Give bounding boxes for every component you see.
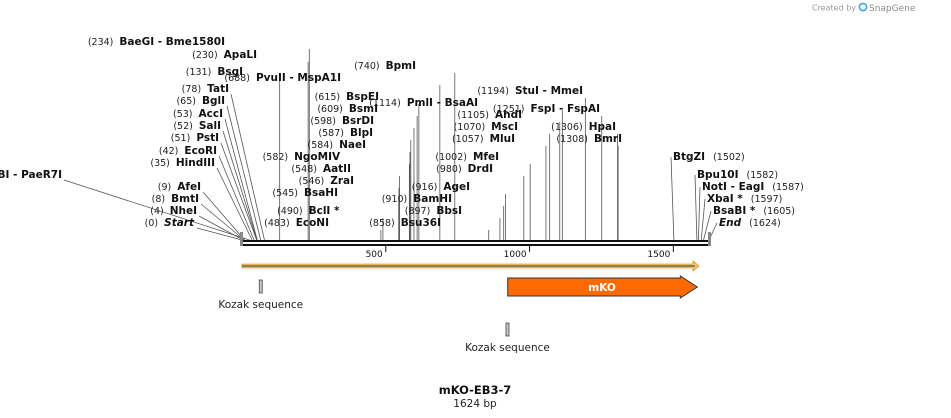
site-label-hpai[interactable]: (1306) HpaI <box>551 121 616 133</box>
site-line-noti <box>697 186 701 241</box>
site-label-econi[interactable]: (483) EcoNI <box>264 217 329 229</box>
site-label-bsu36i[interactable]: (858) Bsu36I <box>369 217 441 229</box>
site-label-ngomiv[interactable]: (582) NgoMIV <box>263 151 341 163</box>
site-label-psti[interactable]: (51) PstI <box>171 132 219 144</box>
site-line-bgli <box>226 105 262 241</box>
site-line-nhei <box>198 215 244 241</box>
site-label-pvuii[interactable]: (688) PvuII - MspA1I <box>224 72 341 84</box>
site-label-bpmi[interactable]: (740) BpmI <box>354 60 416 72</box>
site-label-avai[interactable]: (26)AvaI - XhoI - BsoBI - PaeR7I <box>0 169 62 181</box>
site-label-apali[interactable]: (230) ApaLI <box>192 49 257 61</box>
site-label-fspi[interactable]: (1251) FspI - FspAI <box>493 103 600 115</box>
site-label-blpi[interactable]: (587) BlpI <box>318 127 373 139</box>
site-label-ecori[interactable]: (42) EcoRI <box>159 145 217 157</box>
site-line-ecori <box>218 155 255 241</box>
site-labels: (234) BaeGI - Bme1580I(230) ApaLI (131) BsgI… <box>0 36 804 229</box>
feature-kozak-1[interactable] <box>258 279 263 294</box>
site-label-bsmi[interactable]: (609) BsmI <box>317 103 378 115</box>
site-label-sali[interactable]: (52) SalI <box>173 120 221 132</box>
site-line-xbai <box>700 198 706 241</box>
site-label-acci[interactable]: (53) AccI <box>173 108 223 120</box>
site-label-nhei[interactable]: (4) NheI <box>150 205 197 217</box>
site-label-end[interactable]: End (1624) <box>719 217 781 229</box>
site-label-ahdi[interactable]: (1105) AhdI <box>457 109 522 121</box>
ruler-tick-label-1500: 1500 <box>647 250 670 260</box>
site-label-bsabi[interactable]: BsaBI * (1605) <box>713 205 795 217</box>
site-label-xbai[interactable]: XbaI * (1597) <box>707 193 782 205</box>
snapgene-logo-icon <box>858 2 868 12</box>
backbone-bottom-strand <box>242 244 710 246</box>
site-line-acci <box>224 118 258 241</box>
site-lines <box>63 49 718 241</box>
site-label-bsrdi[interactable]: (598) BsrDI <box>310 115 374 127</box>
site-label-bsgi[interactable]: (131) BsgI <box>186 66 243 78</box>
site-line-hindiii <box>216 167 253 241</box>
site-label-tati[interactable]: (78) TatI <box>182 83 229 95</box>
site-label-bcli[interactable]: (490) BclI * <box>277 205 340 217</box>
site-label-drdi[interactable]: (980) DrdI <box>436 163 493 175</box>
backbone <box>240 232 711 246</box>
site-label-bmri[interactable]: (1308) BmrI <box>556 133 622 145</box>
site-label-bpu10i[interactable]: Bpu10I (1582) <box>697 169 778 181</box>
site-line-afei <box>202 191 245 241</box>
sequence-name: mKO-EB3-7 <box>439 383 512 397</box>
site-label-bspei[interactable]: (615) BspEI <box>315 91 379 103</box>
site-line-bpu10i <box>694 174 698 241</box>
site-label-bbsi[interactable]: (897) BbsI <box>405 205 462 217</box>
credit: Created by SnapGene <box>812 2 916 14</box>
site-label-pmli[interactable]: (1114) PmlI - BsaAI <box>369 97 478 109</box>
ruler: 500 1000 1500 <box>366 246 674 260</box>
site-line-start <box>196 227 243 241</box>
site-label-agei[interactable]: (916) AgeI <box>412 181 470 193</box>
site-label-aatii[interactable]: (548) AatII <box>291 163 351 175</box>
site-label-bsahi[interactable]: (545) BsaHI <box>272 187 338 199</box>
site-label-bamhi[interactable]: (910) BamHI <box>382 193 452 205</box>
site-line-btgzi <box>670 156 675 241</box>
site-line-avai <box>63 179 250 241</box>
site-line-tati <box>230 93 265 241</box>
start-marker <box>240 232 243 246</box>
site-label-bmti[interactable]: (8) BmtI <box>152 193 199 205</box>
feature-mko-label: mKO <box>588 282 616 294</box>
site-label-stui[interactable]: (1194) StuI - MmeI <box>477 85 583 97</box>
site-label-zrai[interactable]: (546) ZraI <box>299 175 354 187</box>
credit-brand: SnapGene <box>869 4 916 14</box>
site-label-hindiii[interactable]: (35) HindIII <box>150 157 215 169</box>
site-line-psti <box>220 142 258 241</box>
site-label-msci[interactable]: (1070) MscI <box>454 121 518 133</box>
site-line-sali <box>222 130 258 241</box>
feature-kozak-2[interactable] <box>505 322 510 337</box>
site-label-naei[interactable]: (584) NaeI <box>308 139 366 151</box>
site-label-noti[interactable]: NotI - EagI (1587) <box>702 181 804 193</box>
ruler-tick-label-500: 500 <box>366 250 383 260</box>
site-line-bmti <box>200 203 245 241</box>
site-label-bgli[interactable]: (65) BglI <box>176 95 225 107</box>
site-line-bsabi <box>703 210 712 241</box>
feature-kozak-2-label: Kozak sequence <box>465 342 550 354</box>
ruler-tick-label-1000: 1000 <box>504 250 527 260</box>
site-label-btgzi[interactable]: BtgZI (1502) <box>673 151 745 163</box>
end-marker <box>708 232 711 246</box>
site-label-afei[interactable]: (9) AfeI <box>158 181 201 193</box>
features: Kozak sequence mKO Kozak sequence <box>218 260 700 354</box>
site-label-mlui[interactable]: (1057) MluI <box>452 133 515 145</box>
feature-mko[interactable] <box>507 275 699 299</box>
sequence-length: 1624 bp <box>453 398 497 410</box>
backbone-top-strand <box>242 240 710 242</box>
site-label-start[interactable]: (0) Start <box>145 217 195 229</box>
site-label-mfei[interactable]: (1002) MfeI <box>435 151 499 163</box>
feature-kozak-1-label: Kozak sequence <box>218 299 303 311</box>
site-label-baegi[interactable]: (234) BaeGI - Bme1580I <box>88 36 225 48</box>
credit-prefix: Created by <box>812 4 856 13</box>
